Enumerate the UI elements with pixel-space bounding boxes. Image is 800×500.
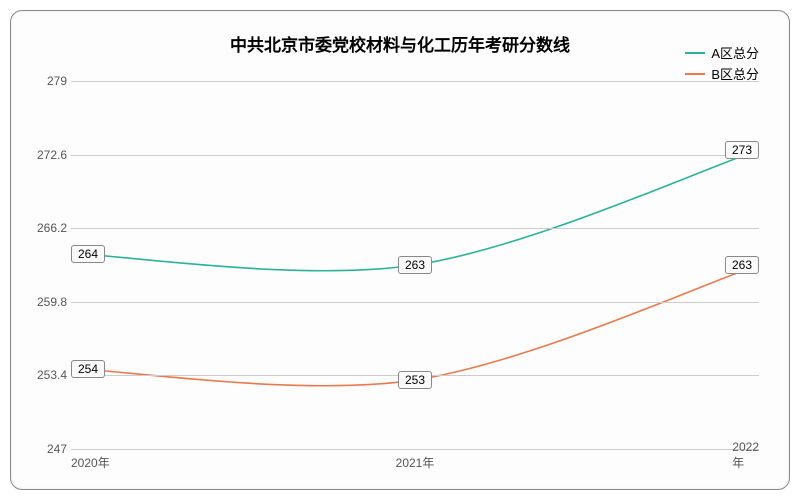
legend-label-a: A区总分 (711, 43, 759, 62)
legend-swatch-a (685, 52, 705, 54)
y-tick-label: 247 (29, 442, 67, 456)
data-label: 264 (71, 245, 105, 263)
gridline (71, 228, 759, 229)
legend-swatch-b (685, 73, 705, 75)
gridline (71, 155, 759, 156)
y-tick-label: 253.4 (29, 368, 67, 382)
series-line (71, 150, 759, 271)
y-tick-label: 259.8 (29, 295, 67, 309)
chart-frame: 中共北京市委党校材料与化工历年考研分数线 A区总分 B区总分 247253.42… (10, 10, 790, 490)
y-tick-label: 266.2 (29, 221, 67, 235)
series-line (71, 265, 759, 386)
x-tick-label: 2021年 (396, 454, 435, 471)
data-label: 254 (71, 360, 105, 378)
gridline (71, 81, 759, 82)
y-tick-label: 272.6 (29, 148, 67, 162)
data-label: 263 (398, 256, 432, 274)
x-tick-label: 2020年 (71, 454, 110, 471)
data-label: 263 (725, 256, 759, 274)
gridline (71, 302, 759, 303)
gridline (71, 449, 759, 450)
chart-title: 中共北京市委党校材料与化工历年考研分数线 (11, 31, 789, 56)
chart-container: 中共北京市委党校材料与化工历年考研分数线 A区总分 B区总分 247253.42… (0, 0, 800, 500)
data-label: 253 (398, 371, 432, 389)
data-label: 273 (725, 141, 759, 159)
legend-item-a: A区总分 (685, 43, 759, 62)
plot-area: 247253.4259.8266.2272.62792020年2021年2022… (71, 81, 759, 449)
y-tick-label: 279 (29, 74, 67, 88)
x-tick-label: 2022年 (732, 440, 759, 471)
legend: A区总分 B区总分 (685, 43, 759, 85)
